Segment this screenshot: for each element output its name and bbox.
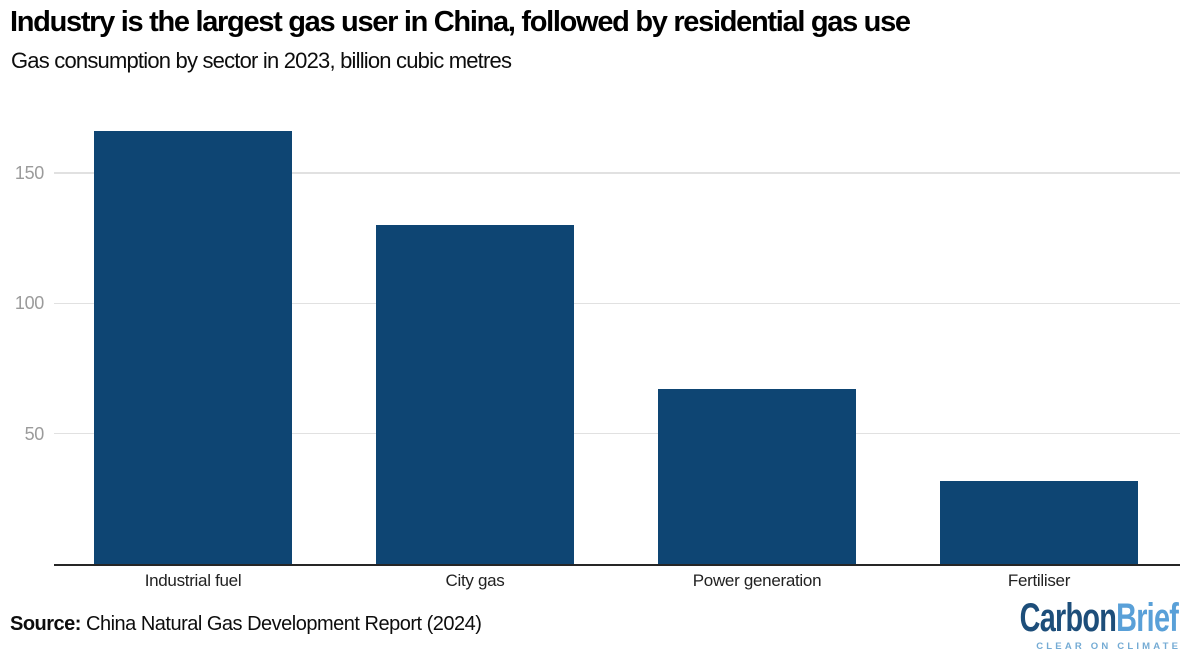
y-axis-tick-50: 50: [24, 423, 45, 444]
y-axis-tick-100: 100: [14, 293, 44, 314]
carbonbrief-wordmark: CarbonBrief: [1019, 598, 1178, 638]
chart-title: Industry is the largest gas user in Chin…: [10, 6, 911, 38]
gridline-50: [54, 432, 1180, 435]
gridline-150: [54, 172, 1180, 174]
source-text: China Natural Gas Development Report (20…: [80, 613, 482, 635]
bar-fertiliser[interactable]: [940, 480, 1138, 564]
gridline-100: [54, 302, 1180, 305]
logo-brief-text: Brief: [1115, 596, 1179, 640]
bar-city-gas[interactable]: [376, 225, 574, 564]
carbonbrief-logo: CarbonBrief CLEAR ON CLIMATE: [958, 598, 1178, 652]
x-axis-label-city-gas: City gas: [445, 571, 505, 590]
source-line: Source: China Natural Gas Development Re…: [10, 613, 482, 636]
x-axis-label-industrial-fuel: Industrial fuel: [144, 571, 242, 590]
logo-carbon-text: Carbon: [1019, 596, 1116, 640]
x-axis-label-power-generation: Power generation: [692, 571, 822, 590]
y-axis-tick-150: 150: [14, 163, 44, 184]
bar-industrial-fuel[interactable]: [94, 131, 292, 564]
chart-subtitle: Gas consumption by sector in 2023, billi…: [11, 48, 512, 73]
logo-tagline: CLEAR ON CLIMATE: [1036, 641, 1182, 652]
bar-power-generation[interactable]: [658, 389, 856, 564]
source-label: Source:: [10, 613, 81, 635]
x-axis-line: [54, 563, 1180, 566]
x-axis-label-fertiliser: Fertiliser: [1007, 571, 1071, 590]
